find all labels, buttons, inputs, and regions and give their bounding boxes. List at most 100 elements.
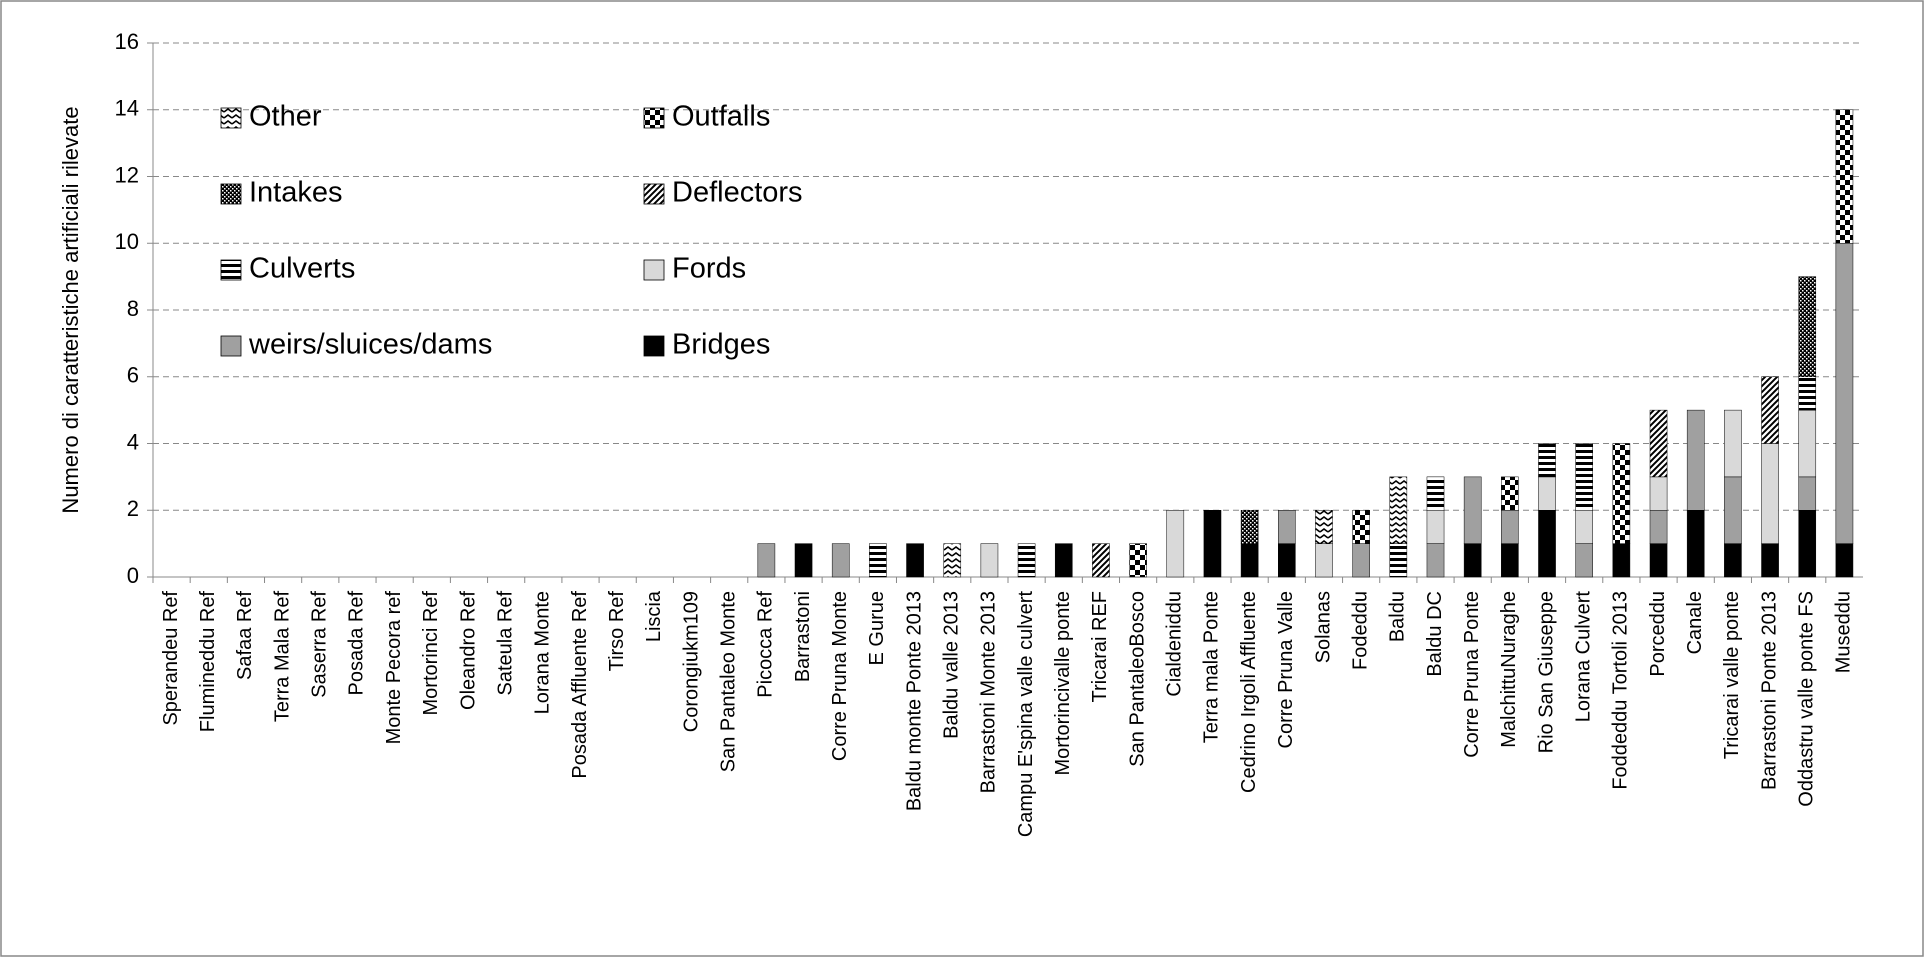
- y-tick-label: 6: [127, 363, 139, 388]
- x-tick-label: Posada Ref: [346, 591, 368, 696]
- bar-segment: [1203, 510, 1222, 578]
- legend-swatch: [220, 259, 242, 281]
- bar-segment: [1092, 543, 1110, 578]
- x-tick-label: Picocca Ref: [755, 591, 777, 698]
- legend-swatch: [643, 259, 665, 281]
- bar-segment: [1278, 510, 1296, 544]
- x-tick-label: Saserra Ref: [309, 591, 331, 698]
- bar-segment: [1612, 443, 1631, 544]
- legend-swatch: [643, 335, 665, 357]
- legend-swatch: [220, 335, 242, 357]
- x-tick-label: Rio San Giuseppe: [1535, 591, 1557, 753]
- x-tick-label: Canale: [1684, 591, 1706, 654]
- y-tick-label: 4: [127, 429, 139, 454]
- bar-segment: [1017, 543, 1036, 578]
- legend-label: Bridges: [672, 329, 770, 361]
- bar-segment: [1389, 476, 1408, 544]
- bar-segment: [1240, 510, 1259, 544]
- x-tick-label: Lorana Culvert: [1572, 591, 1594, 723]
- bar-segment: [1426, 543, 1445, 578]
- x-tick-label: Flumineddu Ref: [197, 591, 219, 733]
- bar-segment: [1166, 510, 1185, 578]
- bar-segment: [1835, 243, 1854, 544]
- y-tick-label: 10: [115, 229, 139, 254]
- bar-segment: [1575, 443, 1593, 511]
- bar-segment: [1389, 543, 1408, 578]
- bar-segment: [1798, 476, 1817, 511]
- x-tick-label: Cedrino Irgoli Affluente: [1238, 591, 1260, 793]
- x-tick-label: San PantaleoBosco: [1126, 591, 1148, 767]
- bar-segment: [1352, 543, 1370, 578]
- bar-segment: [1761, 443, 1779, 544]
- bar-segment: [1463, 476, 1482, 544]
- y-tick-label: 8: [127, 296, 139, 321]
- x-tick-label: Campu E'spina valle culvert: [1015, 591, 1037, 838]
- legend-label: weirs/sluices/dams: [248, 329, 492, 361]
- legend-swatch: [643, 107, 665, 129]
- bar-segment: [980, 543, 999, 578]
- x-tick-label: Foddeddu Tortoli 2013: [1610, 591, 1632, 790]
- bar-segment: [1724, 409, 1742, 478]
- bar-segment: [1798, 276, 1817, 377]
- bar-segment: [1724, 476, 1742, 544]
- y-tick-label: 0: [127, 563, 139, 588]
- x-tick-label: Cialdeniddu: [1164, 591, 1186, 697]
- legend-swatch: [220, 107, 242, 129]
- x-tick-label: Posada Affluente Ref: [569, 591, 591, 779]
- x-tick-label: Oleandro Ref: [457, 591, 479, 710]
- legend-label: Outfalls: [672, 101, 770, 133]
- bar-segment: [1538, 510, 1556, 578]
- x-tick-label: Porceddu: [1647, 591, 1669, 677]
- legend-label: Fords: [672, 253, 746, 285]
- legend-label: Intakes: [249, 177, 343, 209]
- bar-segment: [1315, 543, 1333, 578]
- x-tick-label: E Gurue: [866, 591, 888, 665]
- y-axis-title: Numero di caratteristiche artificiali ri…: [58, 106, 83, 513]
- y-tick-label: 2: [127, 496, 139, 521]
- bar-segment: [1501, 543, 1519, 578]
- x-tick-label: Oddastru valle ponte FS: [1796, 591, 1818, 807]
- bar-segment: [1649, 476, 1668, 511]
- bar-segment: [1798, 510, 1817, 578]
- legend-label: Deflectors: [672, 177, 803, 209]
- bar-segment: [1352, 510, 1370, 544]
- bar-segment: [1575, 510, 1593, 544]
- bar-segment: [1612, 543, 1631, 578]
- x-tick-label: Barrastoni: [792, 591, 814, 682]
- bar-segment: [1798, 376, 1817, 411]
- bar-segment: [1686, 409, 1705, 511]
- bar-segment: [1686, 510, 1705, 578]
- x-tick-label: Corre Pruna Valle: [1275, 591, 1297, 748]
- bar-segment: [831, 543, 850, 578]
- x-tick-label: Corre Pruna Monte: [829, 591, 851, 761]
- bar-segment: [1501, 510, 1519, 544]
- x-tick-label: Museddu: [1833, 591, 1855, 673]
- bar-segment: [943, 543, 962, 578]
- y-tick-label: 12: [115, 162, 139, 187]
- bar-segment: [1575, 543, 1593, 578]
- bar-segment: [1426, 510, 1445, 544]
- bar-segment: [1761, 543, 1779, 578]
- x-tick-label: Fodeddu: [1349, 591, 1371, 670]
- x-tick-label: Baldu DC: [1424, 591, 1446, 677]
- bar-segment: [757, 543, 776, 578]
- x-tick-label: Terra mala Ponte: [1201, 591, 1223, 743]
- legend-label: Other: [249, 101, 322, 133]
- x-tick-label: Lorana Monte: [532, 591, 554, 714]
- x-tick-label: Tricarai valle ponte: [1721, 591, 1743, 759]
- bar-segment: [1538, 443, 1556, 478]
- bar-segment: [1538, 476, 1556, 511]
- bar-segment: [794, 543, 813, 578]
- x-tick-label: Baldu: [1387, 591, 1409, 642]
- x-tick-label: Terra Mala Ref: [271, 591, 293, 723]
- bar-segment: [1724, 543, 1742, 578]
- bar-segment: [1054, 543, 1073, 578]
- x-tick-label: Sateula Ref: [494, 591, 516, 696]
- bar-segment: [1835, 109, 1854, 244]
- y-tick-label: 14: [115, 96, 139, 121]
- x-tick-label: Tirso Ref: [606, 591, 628, 672]
- legend-swatch: [220, 183, 242, 205]
- x-tick-label: MalchittuNuraghe: [1498, 591, 1520, 748]
- x-tick-label: Barrastoni Ponte 2013: [1758, 591, 1780, 790]
